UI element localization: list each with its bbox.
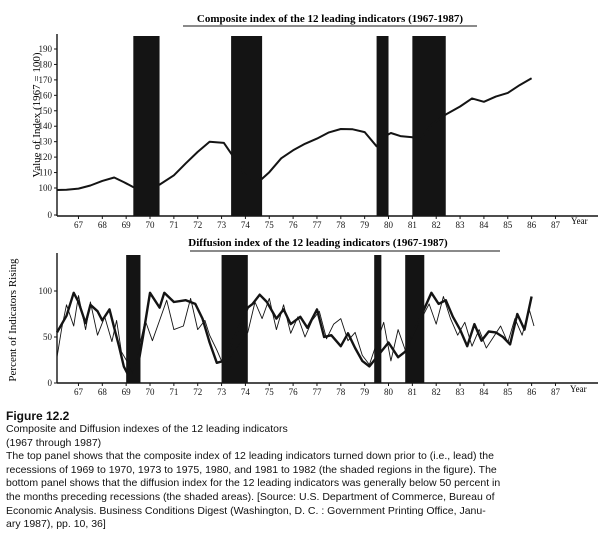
- x-tick-label: 75: [265, 220, 275, 230]
- caption-subtitle: Composite and Diffusion indexes of the 1…: [6, 423, 288, 435]
- x-tick-label: 72: [193, 220, 202, 230]
- caption-period: (1967 through 1987): [6, 436, 102, 449]
- x-tick-label: 85: [503, 387, 513, 397]
- x-tick-label: 85: [503, 220, 513, 230]
- recession-bar: [133, 36, 160, 216]
- diffusion-index-light-line: [56, 295, 535, 375]
- x-tick-label: 69: [122, 220, 132, 230]
- x-tick-label: 70: [146, 220, 156, 230]
- x-tick-label: 87: [551, 220, 561, 230]
- y-tick-label: 120: [39, 152, 53, 162]
- diffusion-chart-title: Diffusion index of the 12 leading indica…: [188, 237, 448, 249]
- y-tick-label: 0: [48, 378, 53, 388]
- x-tick-label: 67: [74, 387, 84, 397]
- composite-index-line: [56, 77, 533, 191]
- x-tick-label: 82: [432, 387, 441, 397]
- x-tick-label: 68: [98, 220, 108, 230]
- x-tick-label: 80: [384, 387, 394, 397]
- x-tick-label: 81: [408, 387, 417, 397]
- x-tick-label: 78: [336, 387, 346, 397]
- y-tick-label: 180: [39, 59, 53, 69]
- caption-text-line: bottom panel shows that the diffusion in…: [6, 477, 501, 490]
- y-tick-label: 190: [39, 44, 53, 54]
- x-tick-label: 80: [384, 220, 394, 230]
- recession-bar: [374, 255, 382, 383]
- caption-text-line: ary 1987), pp. 10, 36]: [6, 518, 106, 531]
- diffusion-y-axis-label: Percent of Indicators Rising: [7, 258, 19, 382]
- recession-bar: [412, 36, 446, 216]
- x-tick-label: 71: [169, 387, 178, 397]
- y-tick-label: 100: [39, 183, 53, 193]
- x-tick-label: 76: [289, 387, 299, 397]
- x-tick-label: 77: [312, 387, 322, 397]
- composite-chart-title: Composite index of the 12 leading indica…: [197, 13, 463, 25]
- diffusion-index-panel: Diffusion index of the 12 leading indica…: [7, 237, 598, 397]
- y-tick-label: 140: [39, 121, 53, 131]
- y-tick-label: 160: [39, 90, 53, 100]
- x-tick-label: 86: [527, 220, 537, 230]
- x-tick-label: 79: [360, 387, 370, 397]
- caption-text-line: The top panel shows that the composite i…: [6, 450, 494, 463]
- caption-text-line: Economic Analysis. Business Conditions D…: [6, 504, 486, 517]
- diffusion-index-heavy-line: [55, 291, 533, 381]
- x-tick-label: 84: [479, 220, 489, 230]
- x-tick-label: 82: [432, 220, 441, 230]
- x-tick-label: 77: [312, 220, 322, 230]
- y-tick-label: 170: [39, 75, 53, 85]
- y-tick-label: 110: [39, 168, 53, 178]
- composite-x-axis-label: Year: [571, 216, 588, 226]
- x-tick-label: 83: [456, 387, 466, 397]
- x-tick-label: 73: [217, 220, 227, 230]
- x-tick-label: 83: [456, 220, 466, 230]
- y-tick-label: 100: [39, 286, 53, 296]
- recession-bar: [126, 255, 141, 383]
- recession-bar: [231, 36, 263, 216]
- x-tick-label: 70: [146, 387, 156, 397]
- y-tick-label: 130: [39, 137, 53, 147]
- y-tick-label: 0: [48, 210, 53, 220]
- x-tick-label: 79: [360, 220, 370, 230]
- caption-text-line: recessions of 1969 to 1970, 1973 to 1975…: [6, 463, 497, 476]
- x-tick-label: 81: [408, 220, 417, 230]
- x-tick-label: 76: [289, 220, 299, 230]
- y-tick-label: 50: [43, 332, 53, 342]
- x-tick-label: 87: [551, 387, 561, 397]
- x-tick-label: 69: [122, 387, 132, 397]
- caption-text-line: the months preceding recessions (the sha…: [6, 490, 495, 503]
- diffusion-x-axis-label: Year: [570, 384, 587, 394]
- y-tick-label: 150: [39, 106, 53, 116]
- x-tick-label: 75: [265, 387, 275, 397]
- x-tick-label: 68: [98, 387, 108, 397]
- x-tick-label: 74: [241, 220, 251, 230]
- x-tick-label: 86: [527, 387, 537, 397]
- composite-y-axis-label: Value of Index (1967 = 100): [31, 52, 43, 177]
- recession-bar: [376, 36, 389, 216]
- recession-bar: [405, 255, 425, 383]
- x-tick-label: 72: [193, 387, 202, 397]
- x-tick-label: 84: [479, 387, 489, 397]
- x-tick-label: 74: [241, 387, 251, 397]
- x-tick-label: 78: [336, 220, 346, 230]
- x-tick-label: 71: [169, 220, 178, 230]
- figure-label: Figure 12.2: [6, 409, 70, 423]
- x-tick-label: 67: [74, 220, 84, 230]
- x-tick-label: 73: [217, 387, 227, 397]
- composite-index-panel: Composite index of the 12 leading indica…: [31, 13, 598, 230]
- figure-caption: Figure 12.2 Composite and Diffusion inde…: [6, 409, 604, 532]
